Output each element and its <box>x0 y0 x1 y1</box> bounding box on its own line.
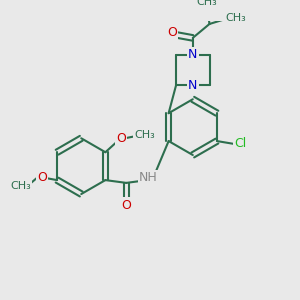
Text: CH₃: CH₃ <box>226 14 246 23</box>
Text: N: N <box>188 79 197 92</box>
Text: Cl: Cl <box>235 137 247 150</box>
Text: O: O <box>122 199 131 212</box>
Text: N: N <box>188 48 197 61</box>
Text: NH: NH <box>139 171 158 184</box>
Text: CH₃: CH₃ <box>11 181 31 191</box>
Text: O: O <box>37 171 47 184</box>
Text: O: O <box>116 132 126 145</box>
Text: CH₃: CH₃ <box>196 0 217 7</box>
Text: CH₃: CH₃ <box>134 130 155 140</box>
Text: O: O <box>167 26 177 39</box>
